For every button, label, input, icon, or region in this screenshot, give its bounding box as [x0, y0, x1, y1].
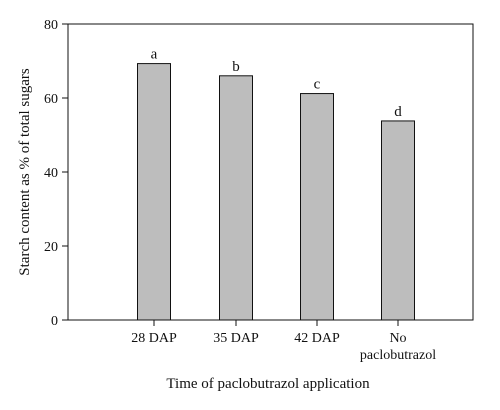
y-tick-label: 20: [44, 240, 58, 255]
y-tick-label: 80: [44, 18, 58, 33]
x-tick-label: No paclobutrazol: [360, 331, 436, 363]
y-tick-label: 60: [44, 92, 58, 107]
bars: a b c d: [137, 47, 415, 321]
x-tick-label: 28 DAP: [131, 331, 177, 346]
significance-letter: a: [151, 47, 158, 63]
y-axis-label: Starch content as % of total sugars: [17, 68, 33, 276]
x-axis-label: Time of paclobutrazol application: [166, 376, 370, 392]
x-tick-label: 35 DAP: [213, 331, 259, 346]
x-tick-label: 42 DAP: [294, 331, 340, 346]
bar: [219, 75, 253, 321]
significance-letter: c: [314, 77, 321, 93]
bar: [300, 93, 334, 321]
y-tick-label: 40: [44, 166, 58, 181]
bar: [381, 120, 415, 321]
x-axis-ticks: 28 DAP 35 DAP 42 DAP No paclobutrazol: [131, 320, 436, 363]
bar: [137, 63, 171, 321]
significance-letter: d: [394, 104, 402, 120]
y-tick-label: 0: [51, 314, 58, 329]
y-axis-ticks: 0 20 40 60 80: [44, 18, 68, 329]
significance-letter: b: [232, 59, 240, 75]
